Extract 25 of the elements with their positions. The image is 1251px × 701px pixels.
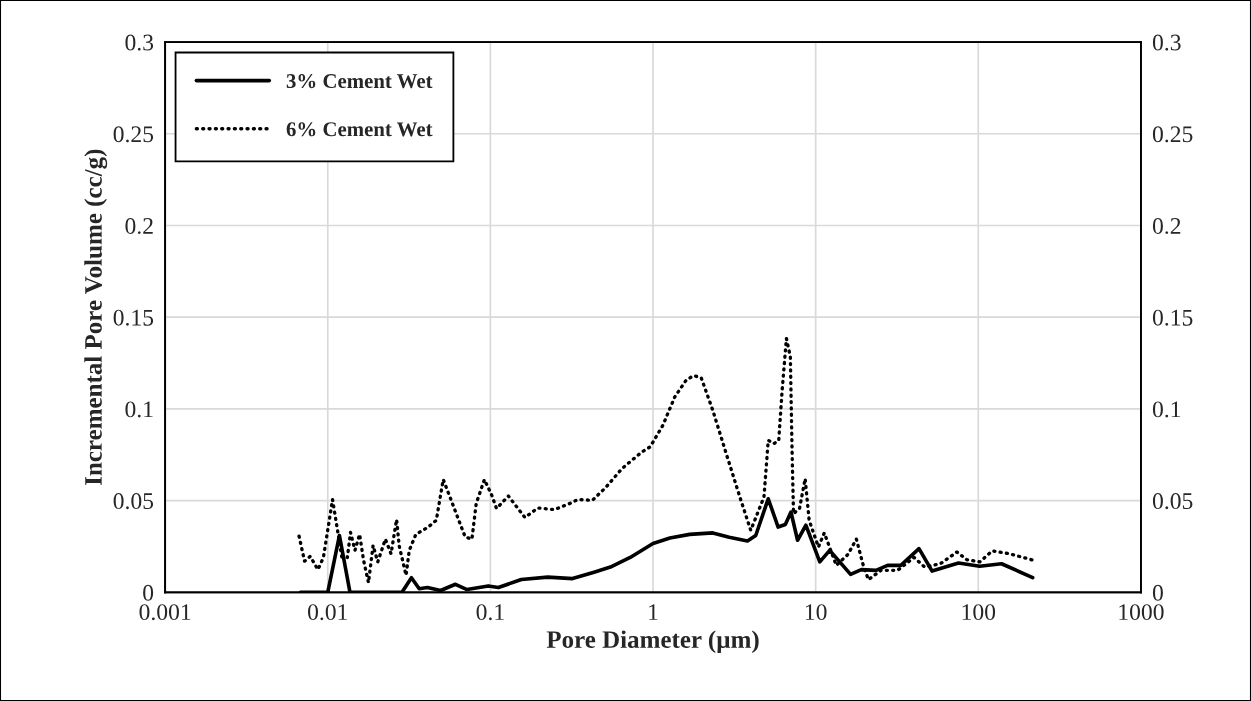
- x-tick-label: 0.001: [139, 604, 191, 621]
- y2-tick-label: 0.2: [1152, 217, 1181, 235]
- x-tick-label: 0.01: [308, 604, 348, 621]
- x-tick-label: 10: [805, 604, 827, 621]
- y2-tick-label: 0.25: [1152, 126, 1193, 143]
- y-tick-label: 0.25: [113, 126, 154, 143]
- y-axis-title: Incremental Pore Volume (cc/g): [84, 149, 108, 485]
- y2-tick-label: 0: [1152, 584, 1163, 601]
- x-tick-label: 1: [649, 604, 658, 620]
- x-axis-title: Pore Diameter (µm): [546, 630, 759, 654]
- x-tick-label: 0.1: [476, 604, 504, 621]
- legend-label: 3% Cement Wet: [286, 74, 433, 89]
- y-tick-label: 0.2: [125, 217, 153, 235]
- y2-tick-label: 0.15: [1152, 309, 1193, 326]
- y2-tick-label: 0.1: [1152, 401, 1181, 418]
- x-tick-label: 100: [962, 604, 996, 621]
- y-tick-label: 0.05: [113, 493, 154, 510]
- legend-label: 6% Cement Wet: [286, 122, 433, 137]
- y-tick-label: 0.15: [113, 309, 154, 326]
- y2-tick-label: 0.3: [1152, 34, 1181, 51]
- x-tick-label: 1000: [1119, 604, 1164, 621]
- y-tick-label: 0.1: [125, 401, 153, 418]
- y-tick-label: 0: [143, 584, 154, 601]
- y2-tick-label: 0.05: [1152, 493, 1193, 510]
- y-tick-label: 0.3: [125, 34, 154, 51]
